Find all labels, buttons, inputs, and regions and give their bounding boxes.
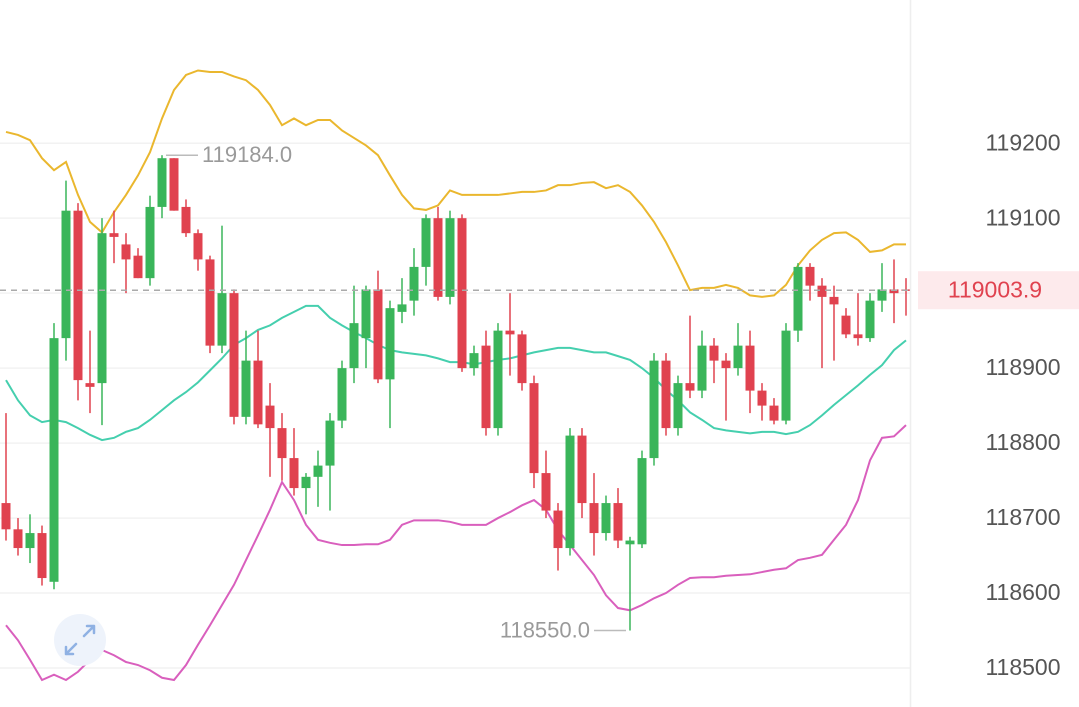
- candle-body: [853, 334, 863, 339]
- candle-body: [433, 218, 443, 297]
- y-tick-label: 119200: [985, 129, 1060, 155]
- candle-body: [565, 435, 575, 549]
- candle-body: [169, 158, 179, 211]
- y-tick-label: 118700: [985, 504, 1060, 530]
- candle-body: [13, 529, 23, 549]
- candle-body: [157, 158, 167, 207]
- last-price-box: [918, 271, 1079, 310]
- y-tick-label: 118600: [985, 579, 1060, 605]
- candle-body: [289, 458, 299, 489]
- y-tick-label: 119100: [985, 204, 1060, 230]
- candle-body: [49, 338, 59, 582]
- last-price-label: 119003.9: [948, 276, 1042, 302]
- candle-body: [865, 300, 875, 339]
- candle-body: [97, 233, 107, 384]
- candle-body: [529, 383, 539, 474]
- candle-body: [745, 345, 755, 391]
- candle-body: [541, 473, 551, 511]
- candle-body: [709, 345, 719, 361]
- candle-body: [301, 476, 311, 489]
- candle-body: [769, 405, 779, 421]
- candle-body: [373, 289, 383, 380]
- candle-body: [601, 503, 611, 534]
- annotation-label: 119184.0: [202, 142, 292, 167]
- candle-body: [613, 503, 623, 541]
- candle-body: [265, 405, 275, 429]
- candle-body: [181, 206, 191, 234]
- candle-body: [457, 218, 467, 369]
- candle-body: [649, 360, 659, 459]
- candle-body: [133, 255, 143, 279]
- candle-body: [385, 308, 395, 380]
- candle-body: [589, 503, 599, 534]
- candle-body: [313, 465, 323, 477]
- candle-body: [733, 345, 743, 369]
- candle-body: [505, 330, 515, 335]
- candle-body: [841, 315, 851, 335]
- candle-body: [205, 259, 215, 346]
- candle-body: [781, 330, 791, 421]
- candle-body: [661, 360, 671, 429]
- candle-body: [493, 330, 503, 429]
- y-tick-label: 118800: [985, 429, 1060, 455]
- candle-body: [697, 345, 707, 391]
- candle-body: [277, 428, 287, 459]
- candle-body: [325, 420, 335, 466]
- candle-body: [517, 334, 527, 384]
- candle-body: [145, 206, 155, 279]
- candle-body: [757, 390, 767, 406]
- candle-body: [241, 360, 251, 417]
- candle-body: [877, 289, 887, 301]
- candle-body: [553, 510, 563, 549]
- candle-body: [337, 368, 347, 421]
- candle-body: [577, 435, 587, 504]
- price-axis-panel: [910, 0, 1079, 707]
- band-line: [5, 69, 906, 298]
- candle-body: [61, 210, 71, 339]
- candle-body: [349, 323, 359, 369]
- candle-body: [481, 345, 491, 429]
- candle-body: [421, 218, 431, 267]
- candle-body: [85, 383, 95, 387]
- y-tick-label: 118500: [985, 654, 1060, 680]
- candle-body: [193, 233, 203, 260]
- candle-body: [253, 360, 263, 425]
- expand-icon[interactable]: [64, 624, 96, 656]
- candle-body: [409, 266, 419, 301]
- candle-body: [121, 244, 131, 260]
- candle-body: [25, 533, 35, 549]
- candle-body: [889, 289, 899, 294]
- candle-body: [109, 233, 119, 237]
- y-tick-label: 118900: [985, 354, 1060, 380]
- candle-body: [673, 383, 683, 429]
- band-line: [5, 424, 907, 682]
- expand-bg[interactable]: [54, 614, 106, 666]
- band-line: [5, 304, 907, 442]
- candle-body: [685, 383, 695, 391]
- candle-body: [625, 540, 635, 545]
- candle-body: [445, 218, 455, 297]
- candle-body: [817, 285, 827, 297]
- candle-body: [721, 360, 731, 369]
- annotation-label: 118550.0: [500, 617, 590, 642]
- candle-body: [73, 210, 83, 381]
- candle-body: [829, 296, 839, 305]
- candle-body: [217, 293, 227, 346]
- candle-body: [1, 503, 11, 530]
- candle-body: [469, 353, 479, 369]
- candle-body: [793, 266, 803, 331]
- candle-body: [229, 293, 239, 417]
- candle-body: [397, 304, 407, 312]
- expand-button[interactable]: [54, 614, 106, 666]
- candle-body: [361, 289, 371, 339]
- candle-body: [637, 458, 647, 545]
- candle-body: [37, 533, 47, 579]
- candle-body: [805, 266, 815, 286]
